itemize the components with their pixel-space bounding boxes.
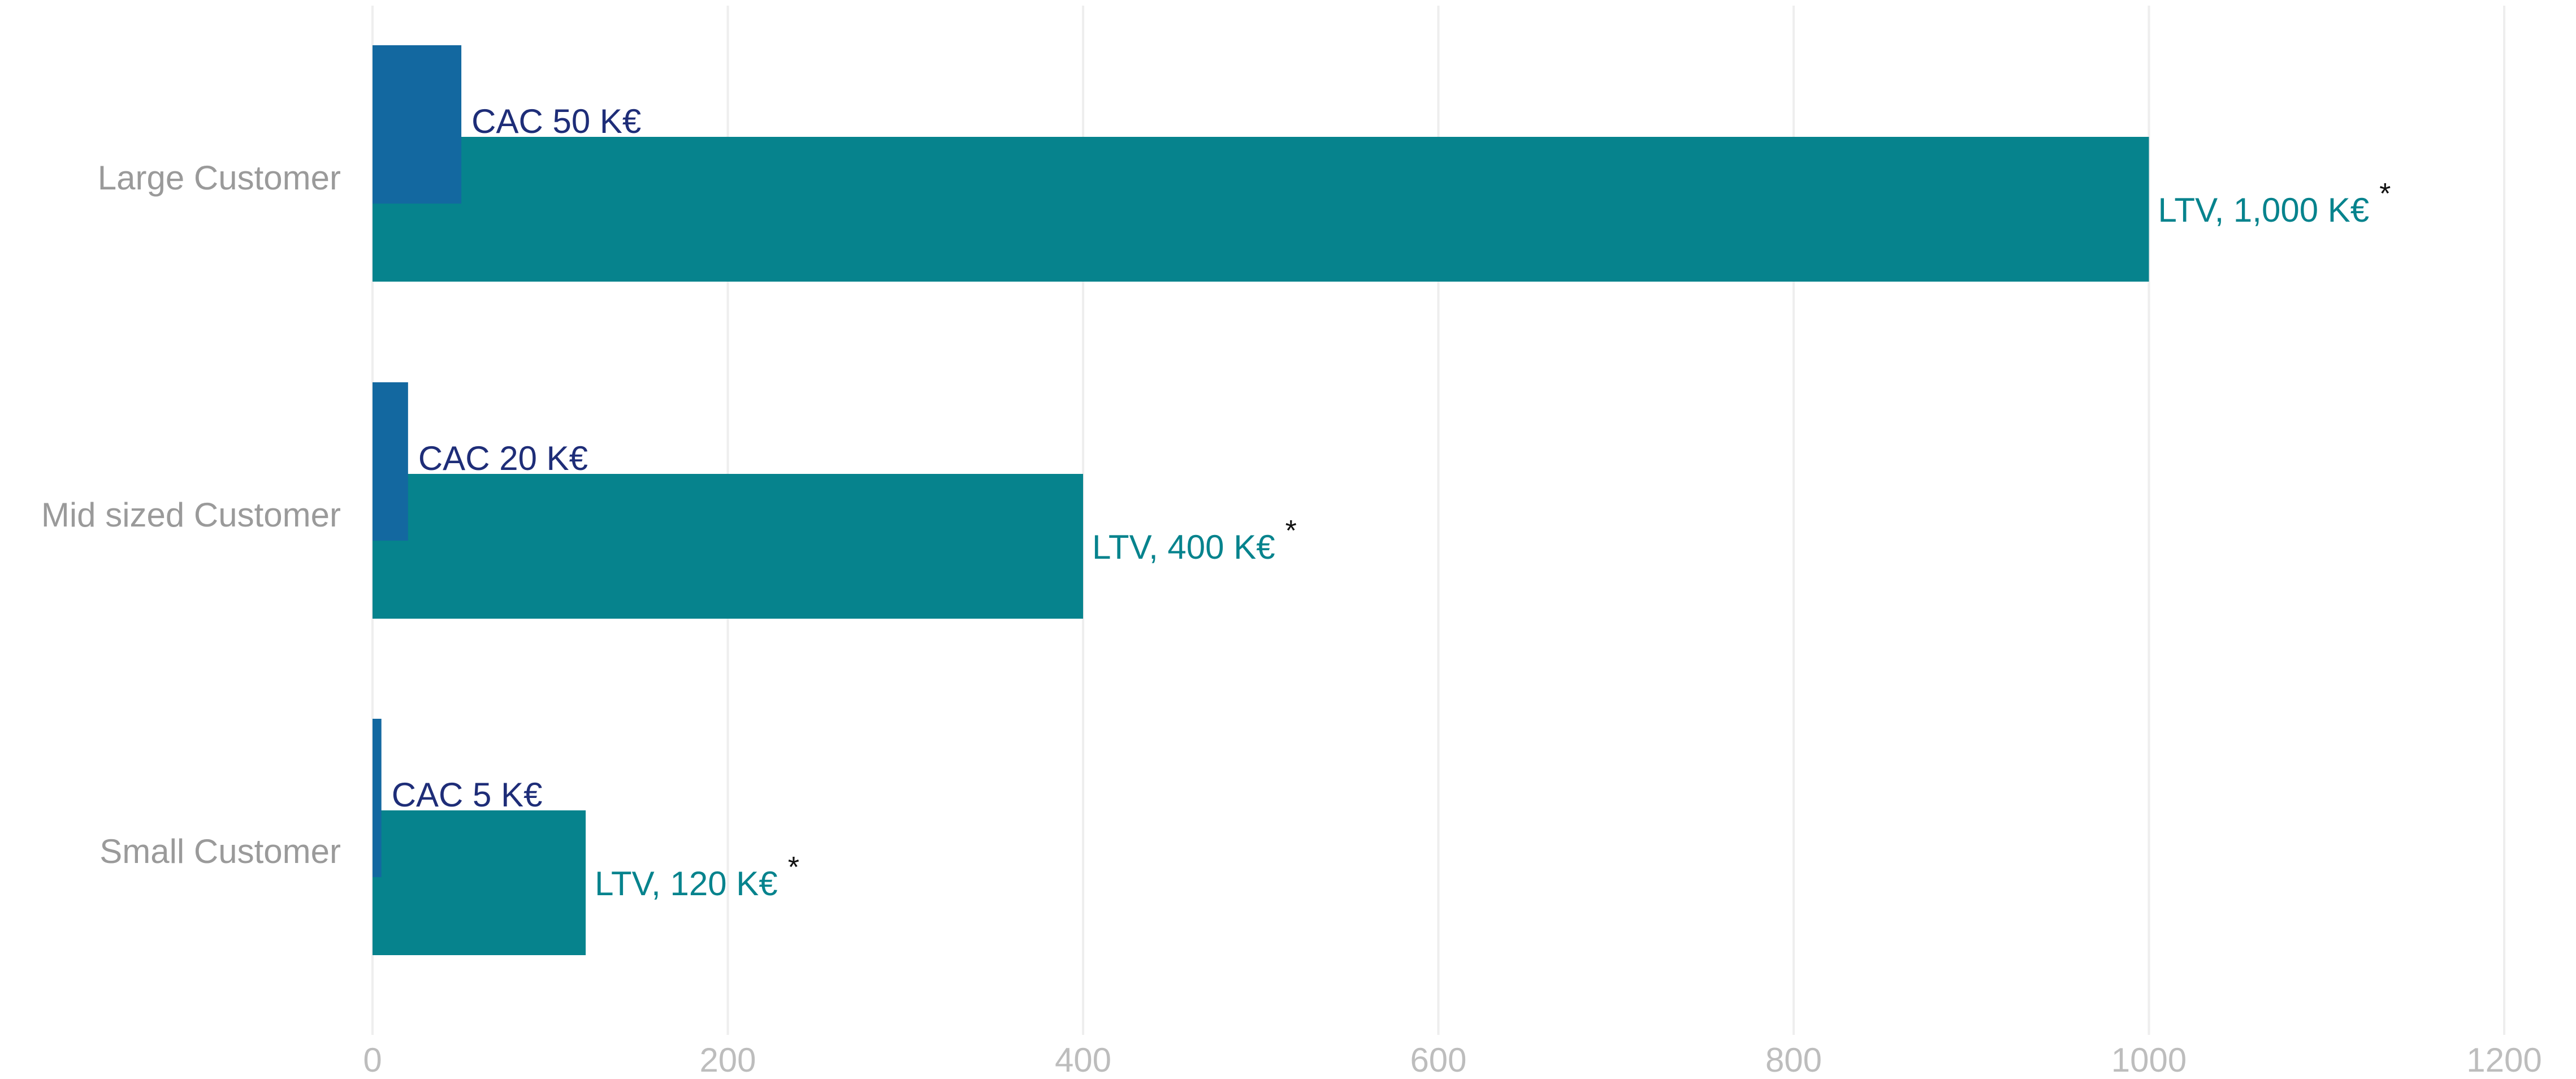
ltv-bar [373,137,2149,282]
category-label: Large Customer [98,159,341,197]
cac-bar [373,45,462,204]
cac-data-label: CAC 50 K€ [471,102,641,140]
cac-bar [373,719,382,877]
ltv-data-label: LTV, 1,000 K€ [2158,191,2370,229]
ltv-bar [373,474,1083,619]
ltv-data-label: LTV, 400 K€ [1092,528,1275,566]
ltv-asterisk-note: * [1285,515,1297,547]
ltv-asterisk-note: * [2379,178,2391,210]
x-tick-label: 0 [363,1041,382,1079]
cac-data-label: CAC 20 K€ [418,439,588,477]
x-tick-label: 1000 [2111,1041,2187,1079]
ltv-bar [373,810,586,955]
x-axis: 0 200 400 600 800 1000 1200 [363,1041,2542,1079]
category-label: Small Customer [99,832,341,870]
ltv-asterisk-note: * [788,851,799,884]
cac-data-label: CAC 5 K€ [392,776,543,814]
category-label: Mid sized Customer [41,496,341,534]
labels: Large Customer CAC 50 K€ LTV, 1,000 K€ * Mid… [41,102,2391,903]
x-tick-label: 800 [1765,1041,1822,1079]
x-tick-label: 600 [1410,1041,1466,1079]
cac-bar [373,382,408,541]
x-tick-label: 200 [699,1041,756,1079]
bars [373,45,2149,955]
x-tick-label: 400 [1055,1041,1111,1079]
ltv-data-label: LTV, 120 K€ [595,865,778,903]
x-tick-label: 1200 [2466,1041,2542,1079]
